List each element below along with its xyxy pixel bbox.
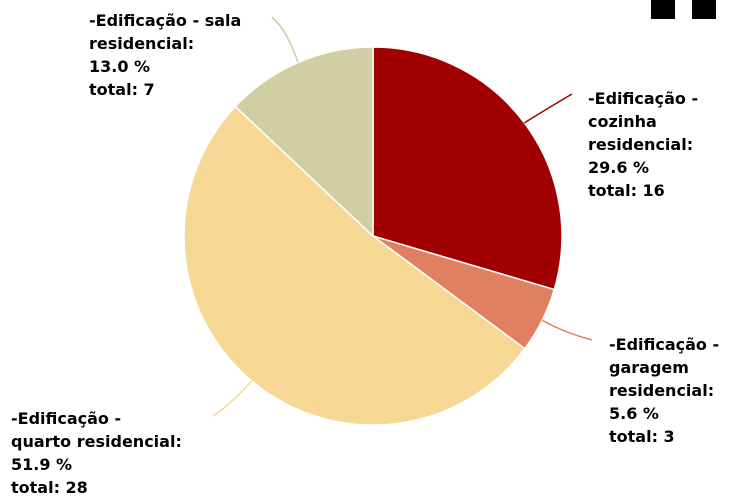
label-line: residencial: (609, 381, 715, 400)
pie-slice (372, 46, 563, 291)
label-line: -Edificação - sala (89, 11, 242, 30)
label-line: -Edificação - (609, 335, 720, 354)
slice-label-cozinha: -Edificação - cozinha residencial: 29.6 … (588, 87, 698, 202)
label-line: 51.9 % (11, 455, 73, 474)
label-line: 13.0 % (89, 57, 151, 76)
label-line: total: 7 (89, 80, 155, 99)
slice-label-garagem: -Edificação - garagem residencial: 5.6 %… (609, 333, 719, 448)
leader-line (523, 93, 573, 124)
leader-line (212, 380, 253, 417)
corner-block-right (692, 0, 716, 19)
label-line: 29.6 % (588, 158, 650, 177)
pie-slice (234, 46, 374, 238)
slice-label-quarto: -Edificação - quarto residencial: 51.9 %… (11, 407, 182, 499)
label-line: 5.6 % (609, 404, 659, 423)
label-line: garagem (609, 358, 689, 377)
label-line: residencial: (588, 135, 694, 154)
label-line: total: 28 (11, 478, 88, 497)
pie-slices (183, 46, 563, 426)
slice-label-sala: -Edificação - sala residencial: 13.0 % t… (89, 9, 241, 101)
label-line: total: 3 (609, 427, 675, 446)
label-line: quarto residencial: (11, 432, 182, 451)
label-line: -Edificação - (11, 409, 122, 428)
label-line: -Edificação - (588, 89, 699, 108)
leader-line (541, 319, 593, 341)
label-line: total: 16 (588, 181, 665, 200)
label-line: cozinha (588, 112, 657, 131)
corner-block-left (651, 0, 675, 19)
label-line: residencial: (89, 34, 195, 53)
leader-line (271, 16, 299, 63)
leader-lines (212, 16, 593, 417)
